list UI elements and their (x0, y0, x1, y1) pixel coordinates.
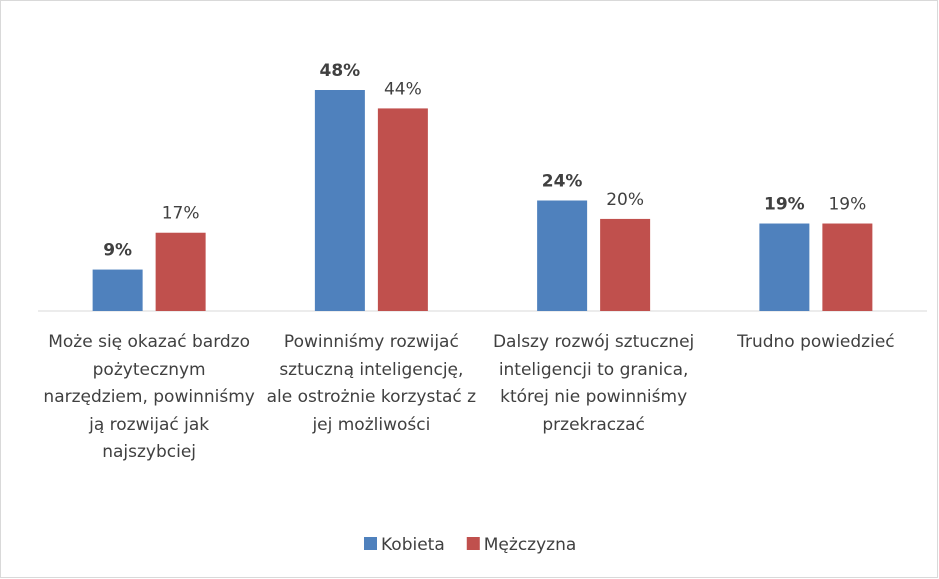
x-tick-label: Może się okazać bardzo pożytecznym narzę… (43, 332, 255, 462)
bar (822, 223, 873, 311)
value-label: 19% (764, 195, 805, 215)
value-label: 17% (162, 204, 200, 224)
bar (537, 200, 588, 311)
bar (377, 108, 428, 312)
legend-swatch (364, 537, 377, 550)
x-tick-label: Trudno powiedzieć (737, 332, 895, 352)
legend-label: Mężczyzna (484, 535, 577, 555)
value-label: 9% (103, 241, 132, 261)
bar (314, 90, 365, 311)
bar (759, 223, 810, 311)
value-label: 19% (828, 195, 866, 215)
value-label: 20% (606, 190, 644, 210)
value-label: 24% (542, 172, 583, 192)
bar (600, 218, 651, 311)
bar (92, 269, 143, 311)
value-label: 44% (384, 79, 422, 99)
x-tick-label: Powinniśmy rozwijać sztuczną inteligencj… (266, 332, 477, 435)
x-tick-label: Dalszy rozwój sztucznej inteligencji to … (492, 332, 695, 435)
legend-swatch (466, 537, 480, 550)
legend-label: Kobieta (381, 535, 445, 555)
value-label: 48% (320, 61, 361, 81)
bar (155, 232, 206, 311)
